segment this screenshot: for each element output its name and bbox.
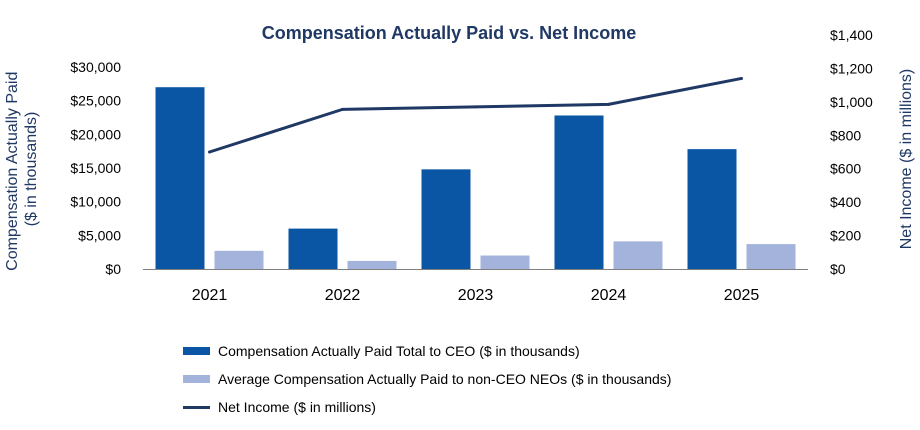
- legend-label: Net Income ($ in millions): [218, 399, 376, 415]
- left-axis-title-line-1: Compensation Actually Paid: [4, 72, 21, 271]
- net-income-point: [607, 102, 610, 106]
- net-income-line: [209, 76, 742, 154]
- legend-item: Compensation Actually Paid Total to CEO …: [183, 337, 671, 365]
- ceo-bar: [687, 149, 737, 269]
- legend-bar-swatch: [183, 375, 210, 383]
- net-income-point: [474, 105, 477, 109]
- category-label: 2023: [458, 287, 494, 304]
- left-tick-label: $0: [105, 261, 121, 277]
- legend-line-swatch: [183, 405, 210, 409]
- neo-bar: [480, 255, 530, 269]
- left-tick-label: $30,000: [70, 59, 121, 75]
- net-income-point: [341, 107, 344, 111]
- category-label: 2024: [591, 287, 627, 304]
- ceo-bar: [288, 228, 338, 269]
- category-label: 2022: [325, 287, 361, 304]
- category-label: 2021: [192, 287, 228, 304]
- category-label: 2025: [724, 287, 760, 304]
- legend-label: Average Compensation Actually Paid to no…: [218, 371, 672, 387]
- net-income-point: [208, 150, 211, 154]
- right-tick-label: $800: [830, 127, 861, 143]
- ceo-bar: [155, 87, 205, 269]
- right-tick-label: $1,000: [830, 94, 873, 110]
- neo-bar: [746, 244, 796, 269]
- ceo-bar: [554, 115, 604, 269]
- left-tick-label: $10,000: [70, 194, 121, 210]
- right-tick-label: $1,200: [830, 60, 873, 76]
- right-tick-label: $1,400: [830, 27, 873, 43]
- neo-bar: [347, 260, 397, 269]
- legend-label: Compensation Actually Paid Total to CEO …: [218, 343, 580, 359]
- legend-item: Average Compensation Actually Paid to no…: [183, 365, 671, 393]
- legend-item: Net Income ($ in millions): [183, 393, 671, 421]
- right-tick-label: $400: [830, 194, 861, 210]
- right-tick-label: $0: [830, 261, 846, 277]
- plot-area: $0 $5,000 $10,000 $15,000 $20,000 $25,000 $30,…: [70, 27, 873, 304]
- legend-bar-swatch: [183, 347, 210, 355]
- left-axis-title-line-2: ($ in thousands): [23, 112, 40, 227]
- left-tick-label: $15,000: [70, 160, 121, 176]
- right-tick-label: $600: [830, 161, 861, 177]
- neo-bar: [613, 241, 663, 269]
- ceo-bar: [421, 169, 471, 269]
- chart-title: Compensation Actually Paid vs. Net Incom…: [262, 23, 636, 43]
- neo-bar: [214, 250, 264, 269]
- net-income-point: [740, 76, 743, 80]
- left-tick-label: $5,000: [78, 227, 121, 243]
- left-axis-title: Compensation Actually Paid ($ in thousan…: [4, 67, 40, 271]
- left-tick-label: $20,000: [70, 126, 121, 142]
- legend: Compensation Actually Paid Total to CEO …: [183, 337, 671, 421]
- right-tick-label: $200: [830, 228, 861, 244]
- right-axis-title: Net Income ($ in millions): [898, 69, 915, 250]
- left-tick-label: $25,000: [70, 93, 121, 109]
